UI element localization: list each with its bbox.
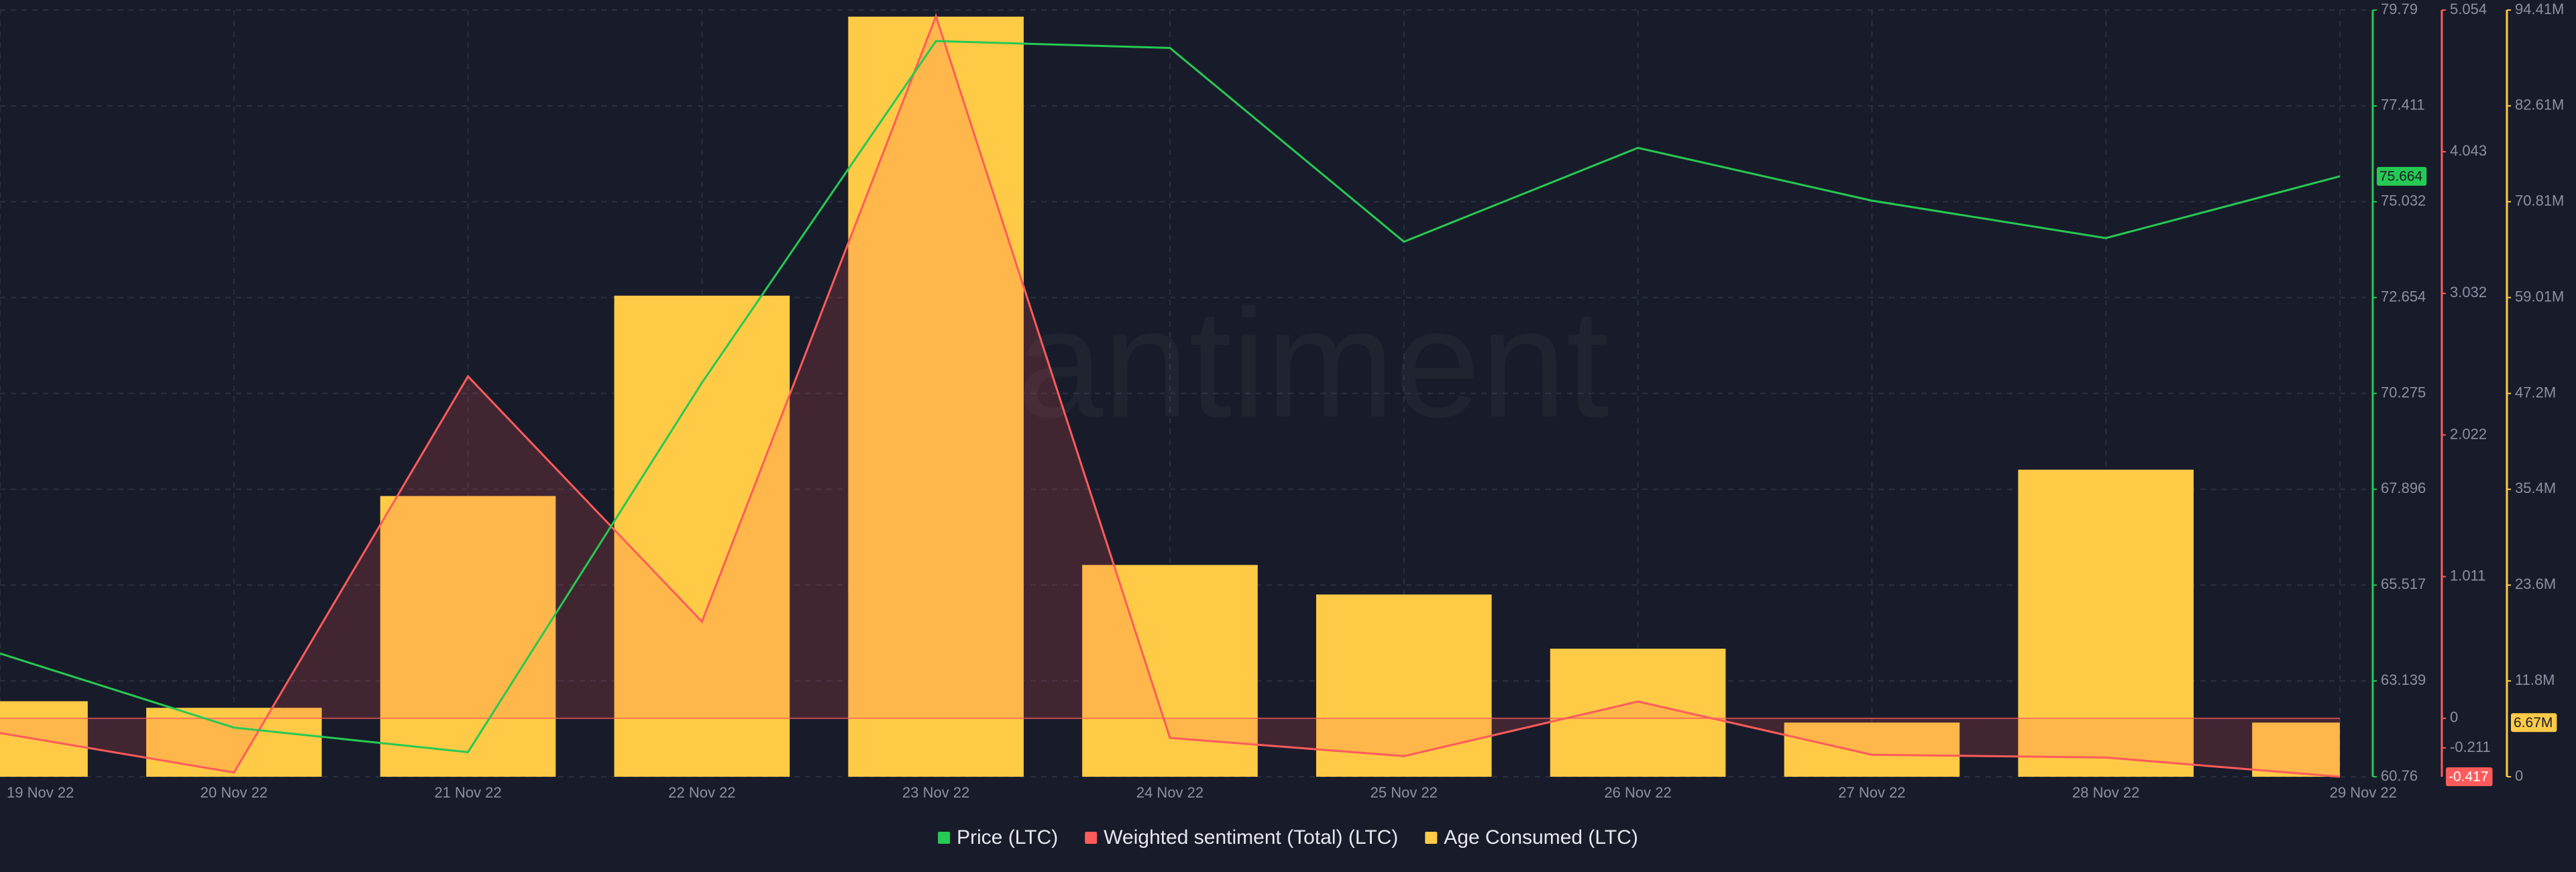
y-tick-label: 1.011 [2450,567,2485,584]
legend-swatch [1425,832,1438,844]
lines [0,13,2341,778]
y-tick-label: 0 [2450,709,2458,726]
bar [614,295,790,777]
value-badge: -0.417 [2446,767,2493,786]
bar [146,708,322,777]
y-tick-label: -0.211 [2450,739,2491,755]
y-tick-label: 82.61M [2515,97,2564,113]
legend-item[interactable]: Age Consumed (LTC) [1425,826,1638,849]
bar [848,16,1024,777]
legend-label: Price (LTC) [957,826,1058,849]
y-tick-label: 4.043 [2450,142,2487,159]
x-tick-label: 29 Nov 22 [2330,784,2397,801]
axes: 60.76 63.139 65.517 67.896 70.275 72.654 75.03… [7,1,2564,801]
value-badge-box [2446,767,2493,786]
x-tick-label: 27 Nov 22 [1838,784,1905,801]
y-tick-label: 79.79 [2381,1,2418,17]
x-tick-label: 19 Nov 22 [7,784,74,801]
y-tick-label: 0 [2515,767,2523,784]
y-tick-label: 47.2M [2515,384,2556,400]
x-tick-label: 20 Nov 22 [201,784,268,801]
value-badge: 75.664 [2377,166,2427,186]
bar [2018,470,2194,777]
bar [2252,722,2340,777]
x-tick-label: 22 Nov 22 [668,784,735,801]
y-tick-label: 35.4M [2515,480,2556,496]
y-tick-label: 59.01M [2515,288,2564,305]
bar [1550,649,1726,777]
y-tick-label: 5.054 [2450,1,2487,17]
y-tick-label: 60.76 [2381,767,2418,784]
x-tick-label: 24 Nov 22 [1136,784,1203,801]
y-tick-label: 3.032 [2450,284,2487,301]
x-tick-label: 23 Nov 22 [902,784,969,801]
bars [0,16,2340,777]
y-tick-label: 77.411 [2381,97,2425,113]
x-tick-label: 21 Nov 22 [434,784,501,801]
y-tick-label: 67.896 [2381,480,2426,496]
value-badge-box [2511,713,2557,732]
value-badge-label: 75.664 [2379,168,2423,184]
sentiment-line [0,13,2341,778]
value-badge-box [2377,166,2427,186]
bar [380,496,556,777]
y-tick-label: 72.654 [2381,288,2426,305]
y-tick-label: 75.032 [2381,193,2426,209]
bar [1082,565,1258,777]
legend-label: Age Consumed (LTC) [1444,826,1638,849]
legend-item[interactable]: Weighted sentiment (Total) (LTC) [1085,826,1398,849]
legend-item[interactable]: Price (LTC) [938,826,1058,849]
value-badge: 6.67M [2511,713,2557,732]
x-tick-label: 28 Nov 22 [2072,784,2139,801]
legend-swatch [938,832,951,844]
y-tick-label: 70.275 [2381,384,2426,400]
y-tick-label: 65.517 [2381,576,2426,592]
y-tick-label: 94.41M [2515,1,2564,17]
bar [1316,594,1492,777]
bar [1784,722,1960,777]
y-tick-label: 2.022 [2450,425,2487,442]
price-line [0,40,2341,753]
y-tick-label: 23.6M [2515,576,2556,592]
value-badge-label: -0.417 [2449,769,2489,785]
x-tick-label: 25 Nov 22 [1371,784,1438,801]
y-tick-label: 63.139 [2381,671,2426,688]
legend-swatch [1085,832,1097,844]
bar [0,701,88,777]
sentiment-area [0,16,2340,777]
value-badge-label: 6.67M [2514,715,2553,730]
y-tick-label: 70.81M [2515,193,2564,209]
legend: Price (LTC) Weighted sentiment (Total) (L… [938,826,1638,849]
legend-label: Weighted sentiment (Total) (LTC) [1104,826,1398,849]
y-tick-label: 11.8M [2515,671,2555,688]
x-tick-label: 26 Nov 22 [1604,784,1671,801]
